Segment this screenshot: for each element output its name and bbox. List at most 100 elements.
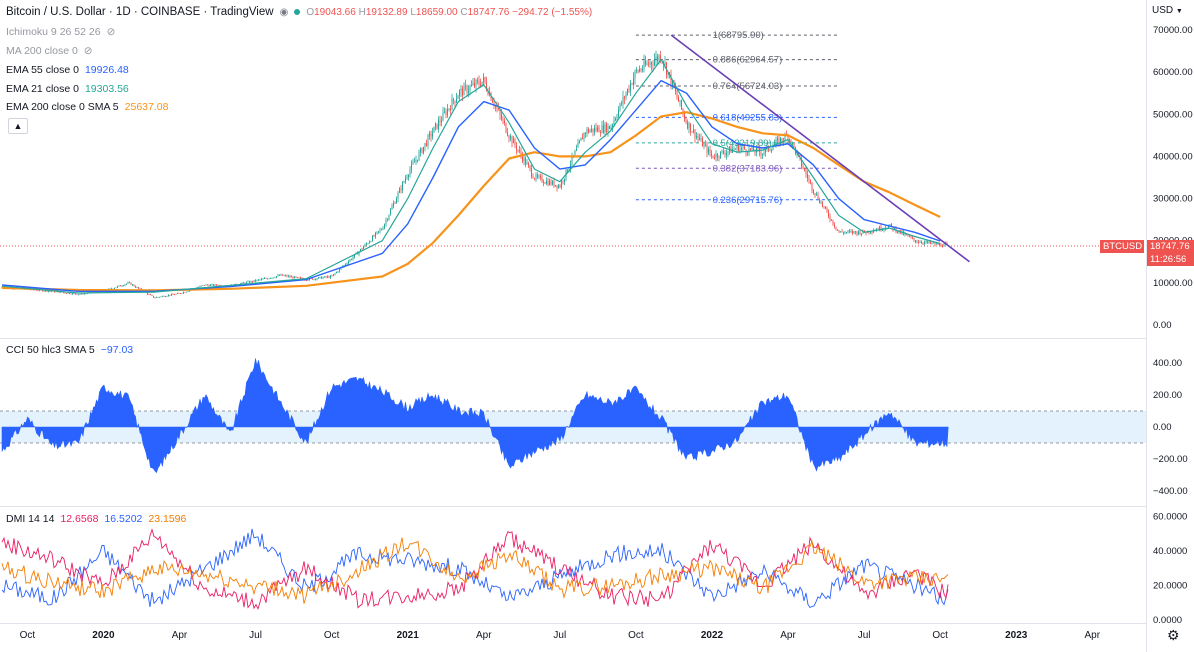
candle-body — [586, 129, 588, 134]
candle-body — [643, 61, 645, 69]
ema200-line[interactable] — [1, 111, 941, 292]
hidden-eye-icon[interactable]: ⊘ — [106, 26, 116, 38]
candle-body — [439, 120, 441, 123]
low-label: L — [410, 6, 416, 18]
candle-body — [337, 271, 339, 273]
candle-body — [742, 146, 744, 148]
candle-body — [246, 282, 247, 284]
candle-body — [658, 55, 660, 61]
candle-body — [84, 293, 85, 295]
dmi-chart[interactable]: 60.0000 40.0000 20.0000 0.0000 — [0, 507, 1194, 623]
candle-body — [379, 229, 381, 232]
candle-body — [412, 162, 414, 164]
candle-body — [675, 87, 676, 92]
cci-area[interactable] — [1, 358, 949, 474]
candle-body — [148, 294, 150, 296]
cci-legend[interactable]: CCI 50 hlc3 SMA 5 −97.03 — [6, 344, 133, 356]
candle-body — [424, 142, 426, 147]
candle-body — [402, 182, 403, 191]
price-chart[interactable]: 0.0010000.0020000.0030000.0040000.005000… — [0, 0, 1194, 338]
candle-body — [271, 277, 273, 279]
ema55-legend[interactable]: EMA 55 close 0 19926.48 — [6, 64, 129, 76]
candle-body — [160, 296, 162, 298]
candle-body — [457, 95, 459, 99]
candle-body — [198, 287, 199, 288]
candle-body — [411, 163, 412, 170]
candle-body — [787, 135, 789, 140]
adx-line[interactable] — [1, 537, 949, 604]
candle-body — [267, 278, 268, 280]
currency-selector[interactable]: USD ▼ — [1152, 5, 1183, 16]
candle-body — [111, 288, 112, 290]
candle-body — [399, 188, 400, 193]
candle-body — [522, 155, 523, 162]
candle-body — [634, 70, 636, 79]
candle-body — [873, 230, 874, 233]
candle-body — [265, 278, 267, 280]
price-tick-label: 70000.00 — [1153, 25, 1193, 36]
candle-body — [804, 168, 805, 170]
plus-di-line[interactable] — [1, 528, 949, 609]
hidden-eye-icon[interactable]: ⊘ — [83, 45, 93, 57]
candle-body — [837, 229, 838, 231]
candle-body — [349, 259, 351, 262]
candle-body — [726, 152, 727, 156]
candle-body — [835, 226, 837, 230]
visibility-eye-icon[interactable]: ◉ — [279, 6, 289, 18]
candle-body — [133, 284, 135, 287]
candle-body — [811, 182, 813, 191]
candle-body — [462, 88, 463, 96]
candle-body — [552, 180, 553, 185]
candle-body — [493, 102, 495, 106]
symbol-title[interactable]: Bitcoin / U.S. Dollar · 1D · COINBASE · … — [6, 6, 274, 18]
candle-body — [391, 206, 393, 210]
candle-body — [738, 145, 739, 152]
ichimoku-legend[interactable]: Ichimoku 9 26 52 26 ⊘ — [6, 26, 115, 38]
candle-body — [471, 84, 472, 87]
candle-body — [828, 211, 829, 217]
candle-body — [406, 177, 408, 179]
dmi-legend[interactable]: DMI 14 14 12.6568 16.5202 23.1596 — [6, 513, 186, 525]
ema21-legend[interactable]: EMA 21 close 0 19303.56 — [6, 83, 129, 95]
time-tick-label: Jul — [553, 630, 566, 641]
candle-body — [585, 132, 586, 134]
ema55-line[interactable] — [1, 79, 941, 292]
candle-body — [645, 61, 646, 65]
candle-body — [324, 276, 325, 278]
candlesticks[interactable] — [1, 50, 948, 299]
candle-body — [478, 80, 480, 85]
ema200-legend[interactable]: EMA 200 close 0 SMA 5 25637.08 — [6, 101, 168, 113]
trendline[interactable] — [670, 34, 970, 263]
ma200-legend[interactable]: MA 200 close 0 ⊘ — [6, 45, 93, 57]
candle-body — [441, 120, 442, 123]
candle-body — [757, 147, 759, 149]
candle-body — [109, 288, 111, 290]
candle-body — [817, 194, 819, 200]
candle-body — [750, 148, 751, 150]
gear-icon[interactable]: ⚙ — [1167, 627, 1180, 643]
candle-body — [436, 123, 438, 129]
candle-body — [682, 108, 684, 114]
candle-body — [448, 108, 450, 110]
cci-chart[interactable]: 400.00 200.00 0.00 −200.00 −400.00 — [0, 339, 1194, 506]
collapse-legend-button[interactable]: ▲ — [8, 118, 28, 134]
candle-body — [171, 294, 172, 296]
candle-body — [216, 284, 217, 286]
candle-body — [294, 276, 295, 279]
candle-body — [463, 85, 465, 96]
countdown-badge: 11:26:56 — [1147, 253, 1194, 266]
cci-tick-label: −400.00 — [1153, 486, 1188, 497]
candle-body — [891, 224, 892, 227]
ema21-line[interactable] — [1, 58, 941, 294]
time-axis[interactable]: Oct 2020 Apr Jul Oct 2021 Apr Jul Oct 2022 Apr Jul O… — [0, 624, 1194, 652]
candle-body — [822, 202, 823, 207]
fib-level-label: 0.764(56724.03) — [713, 81, 783, 92]
candle-body — [534, 178, 535, 180]
candle-body — [924, 242, 925, 244]
minus-di-value: 16.5202 — [104, 513, 143, 525]
candle-body — [829, 216, 831, 220]
candle-body — [201, 285, 202, 287]
candle-body — [547, 180, 549, 186]
candle-body — [30, 289, 31, 291]
candle-body — [180, 293, 181, 295]
